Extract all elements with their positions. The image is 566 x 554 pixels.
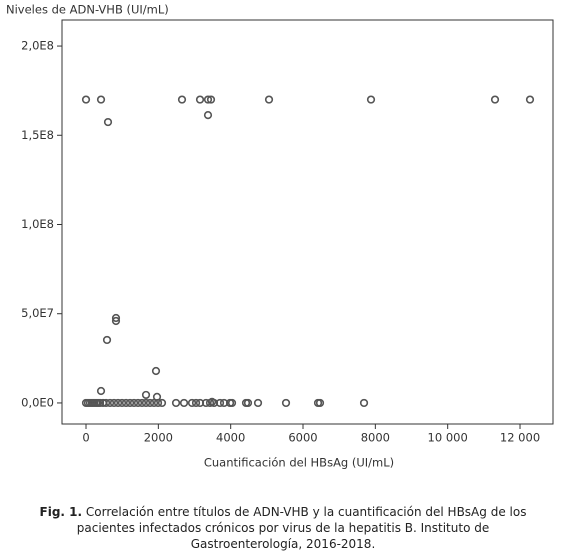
point	[490, 95, 500, 104]
point	[113, 398, 123, 408]
point	[203, 95, 213, 104]
point	[315, 398, 325, 408]
point	[145, 398, 155, 408]
point	[195, 95, 205, 104]
point	[201, 398, 211, 408]
plot-frame	[61, 19, 554, 425]
point	[366, 95, 376, 104]
point	[171, 398, 181, 408]
point	[141, 390, 151, 400]
point	[203, 111, 213, 120]
point	[81, 95, 91, 104]
x-tick-label: 6000	[288, 431, 317, 445]
y-tick-label: 2,0E8	[21, 39, 54, 53]
point	[227, 398, 237, 408]
caption: Fig. 1. Correlación entre títulos de ADN…	[20, 504, 546, 552]
point	[187, 398, 197, 408]
point	[96, 95, 106, 104]
caption-label: Fig. 1.	[39, 505, 83, 519]
x-tick-label: 2000	[144, 431, 173, 445]
chart: Niveles de ADN-VHB (UI/mL) Cuantificació…	[6, 3, 554, 470]
caption-text: Correlación entre títulos de ADN-VHB y l…	[76, 505, 527, 551]
point	[137, 398, 147, 408]
point	[215, 398, 225, 408]
point	[117, 398, 127, 408]
x-tick-label: 10 000	[428, 431, 468, 445]
point	[206, 95, 216, 104]
point	[177, 95, 187, 104]
point	[121, 398, 131, 408]
x-tick-label: 0	[82, 431, 89, 445]
point	[129, 398, 139, 408]
point	[133, 398, 143, 408]
point	[149, 398, 159, 408]
point	[253, 398, 263, 408]
point	[125, 398, 135, 408]
point	[264, 95, 274, 104]
y-tick-label: 0,0E0	[21, 395, 54, 409]
point	[101, 398, 111, 408]
point	[359, 398, 369, 408]
point	[111, 313, 121, 323]
x-tick-label: 4000	[216, 431, 245, 445]
point	[525, 95, 535, 104]
point	[191, 398, 201, 408]
x-axis-label: Cuantificación del HBsAg (UI/mL)	[204, 456, 394, 470]
point	[151, 366, 161, 376]
point	[102, 335, 112, 345]
point	[111, 316, 121, 326]
y-axis-label: Niveles de ADN-VHB (UI/mL)	[6, 3, 169, 17]
point	[103, 117, 113, 127]
point	[205, 398, 215, 408]
point	[179, 398, 189, 408]
point	[157, 398, 167, 408]
point	[105, 398, 115, 408]
point	[109, 398, 119, 408]
point	[96, 386, 106, 396]
point	[153, 398, 163, 408]
point	[281, 398, 291, 408]
y-tick-label: 1,5E8	[21, 128, 54, 142]
point	[243, 398, 253, 408]
y-tick-label: 5,0E7	[21, 306, 54, 320]
x-tick-label: 12 000	[500, 431, 540, 445]
y-tick-label: 1,0E8	[21, 217, 54, 231]
x-tick-label: 8000	[361, 431, 390, 445]
point	[141, 398, 151, 408]
